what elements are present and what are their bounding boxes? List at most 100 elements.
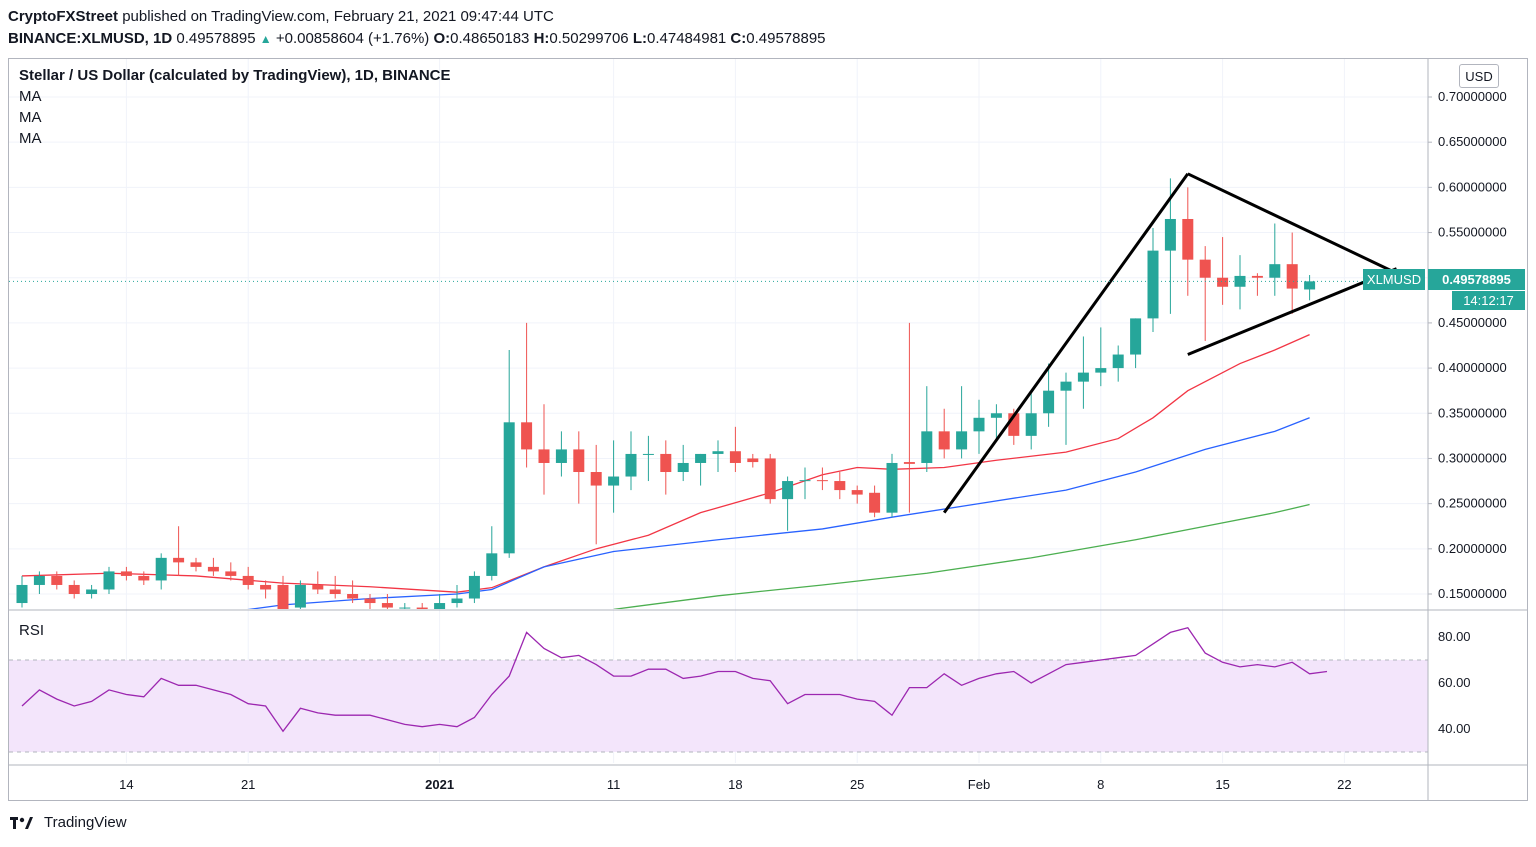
- candle-body: [729, 451, 741, 463]
- publish-info: CryptoFXStreet published on TradingView.…: [8, 8, 554, 25]
- candle-body: [1182, 218, 1194, 260]
- price-tick-label: 0.30000000: [1438, 450, 1507, 465]
- candle-body: [938, 431, 950, 450]
- candle-body: [399, 607, 411, 609]
- candle-body: [1217, 277, 1229, 287]
- price-tick-label: 0.65000000: [1438, 134, 1507, 149]
- candle-countdown: 14:12:17: [1452, 291, 1525, 310]
- last-price: 0.49578895: [176, 30, 256, 47]
- candle-body: [1147, 250, 1159, 319]
- candle-body: [86, 589, 98, 594]
- pattern-lines: [942, 172, 1398, 514]
- rsi-line-group: [21, 627, 1328, 733]
- candle-body: [869, 492, 881, 513]
- tradingview-icon: [10, 816, 33, 829]
- candle-body: [434, 603, 446, 609]
- price-tick-label: 0.45000000: [1438, 315, 1507, 330]
- candle-body: [486, 553, 498, 576]
- ma-legend-1[interactable]: MA: [19, 88, 42, 105]
- low-label: L:: [632, 30, 647, 47]
- candle-body: [782, 481, 794, 500]
- candle-body: [956, 431, 968, 450]
- candle-body: [1304, 281, 1316, 290]
- candle-body: [190, 562, 202, 567]
- chart-title: Stellar / US Dollar (calculated by Tradi…: [19, 67, 451, 84]
- ma-legend-2[interactable]: MA: [19, 109, 42, 126]
- trend-line: [1187, 172, 1398, 275]
- candle-body: [521, 422, 533, 450]
- rsi-band-fill: [9, 660, 1428, 752]
- candle-body: [921, 431, 933, 463]
- time-tick-label: 14: [119, 777, 133, 792]
- candle-body: [33, 575, 45, 585]
- candle-body: [242, 575, 254, 585]
- currency-button[interactable]: USD: [1459, 64, 1499, 88]
- candle-body: [173, 557, 185, 563]
- candle-body: [903, 462, 915, 464]
- candle-body: [103, 571, 115, 590]
- candle-body: [851, 490, 863, 495]
- ma50-line: [247, 417, 1310, 609]
- price-tag-symbol: XLMUSD: [1363, 269, 1425, 290]
- price-axis-labels: 0.15000000 0.20000000 0.25000000 0.30000000…: [1428, 89, 1507, 736]
- ma20-line: [21, 334, 1310, 593]
- open-label: O:: [433, 30, 451, 47]
- author-name[interactable]: CryptoFXStreet: [8, 8, 119, 25]
- candle-body: [712, 451, 724, 454]
- chart-panel[interactable]: [8, 58, 1528, 801]
- rsi-tick-label: 60.00: [1438, 675, 1471, 690]
- price-change: +0.00858604 (+1.76%): [275, 30, 430, 47]
- candle-body: [555, 449, 567, 463]
- candle-body: [590, 472, 602, 486]
- time-tick-label: 21: [241, 777, 255, 792]
- candle-body: [277, 584, 289, 609]
- candle-body: [503, 422, 515, 554]
- candle-body: [1269, 264, 1281, 278]
- candle-body: [538, 449, 550, 463]
- candle-body: [1251, 275, 1263, 278]
- price-tick-label: 0.40000000: [1438, 360, 1507, 375]
- trend-line: [1187, 267, 1398, 356]
- tradingview-logo[interactable]: TradingView: [10, 814, 127, 831]
- up-arrow-icon: ▲: [259, 32, 272, 46]
- rsi-legend[interactable]: RSI: [19, 622, 45, 639]
- price-tick-label: 0.15000000: [1438, 586, 1507, 601]
- candle-body: [120, 571, 132, 576]
- price-tick-label: 0.25000000: [1438, 496, 1507, 511]
- candle-body: [886, 462, 898, 513]
- ohlc-line: BINANCE:XLMUSD, 1D 0.49578895 ▲ +0.00858…: [8, 30, 826, 47]
- candle-body: [608, 476, 620, 486]
- close-value: 0.49578895: [746, 30, 826, 47]
- time-tick-label: 2021: [425, 777, 454, 792]
- time-tick-label: 11: [607, 777, 621, 792]
- candle-body: [1164, 218, 1176, 251]
- candle-body: [451, 598, 463, 604]
- time-axis-labels: 14 21 2021 11 18 25 Feb 8 15 22: [119, 777, 1351, 792]
- logo-text: TradingView: [44, 814, 127, 831]
- time-tick-label: 15: [1215, 777, 1229, 792]
- candle-body: [573, 449, 585, 473]
- price-tick-label: 0.55000000: [1438, 225, 1507, 240]
- candle-body: [468, 575, 480, 599]
- candle-body: [1286, 264, 1298, 289]
- grid-lines: [9, 59, 1428, 763]
- time-tick-label: 18: [728, 777, 742, 792]
- candle-body: [677, 462, 689, 473]
- candle-body: [207, 566, 219, 572]
- candle-body: [381, 603, 393, 608]
- candle-body: [364, 598, 376, 604]
- candle-body: [155, 557, 167, 581]
- price-tag-value: 0.49578895: [1428, 269, 1525, 290]
- axes: [9, 59, 1527, 800]
- high-label: H:: [533, 30, 550, 47]
- candle-body: [799, 480, 811, 482]
- ma-legend-3[interactable]: MA: [19, 130, 42, 147]
- rsi-tick-label: 80.00: [1438, 629, 1471, 644]
- candle-body: [1234, 275, 1246, 287]
- candle-body: [68, 584, 80, 594]
- candle-body: [747, 458, 759, 463]
- candle-body: [1043, 390, 1055, 414]
- candle-body: [1077, 372, 1089, 382]
- low-value: 0.47484981: [647, 30, 727, 47]
